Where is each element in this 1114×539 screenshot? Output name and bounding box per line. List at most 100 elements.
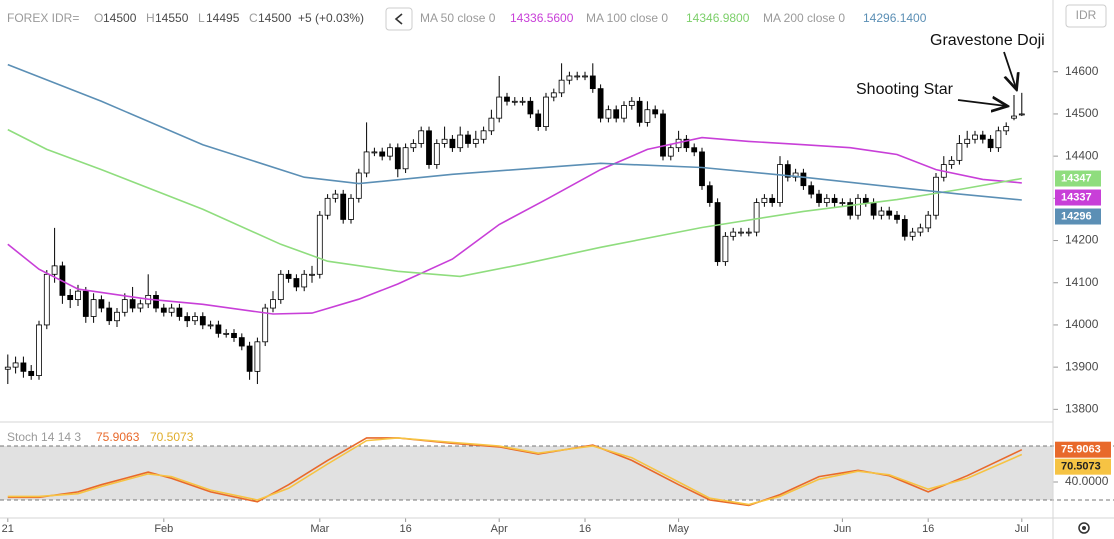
value-badge-label: 75.9063 (1061, 444, 1101, 456)
ma-legend: MA 200 close 0 (763, 11, 845, 25)
candle-body (699, 151, 705, 187)
annotation: Shooting Star (856, 81, 954, 98)
candle-body (340, 193, 347, 220)
candle-body (223, 332, 230, 335)
candle-body (1011, 115, 1017, 119)
candle-body (558, 79, 565, 94)
candle-body (519, 100, 526, 103)
candle-body (777, 164, 783, 203)
ma-legend-value: 14296.1400 (863, 11, 927, 25)
candle-body (878, 210, 885, 216)
candle-body (480, 130, 487, 140)
candle-body (332, 193, 339, 199)
candle-body (363, 151, 370, 174)
y-tick-label: 13900 (1065, 359, 1099, 373)
currency[interactable]: IDR (1076, 8, 1097, 22)
candle-body (730, 231, 737, 237)
candle-body (153, 294, 159, 309)
ma-legend: MA 50 close 0 (420, 11, 496, 25)
x-tick-label: 21 (2, 523, 14, 535)
candle-body (964, 138, 971, 144)
candle-body (371, 151, 378, 154)
candle-body (20, 362, 27, 372)
candle-body (114, 311, 120, 322)
candle-body (75, 290, 81, 301)
candle-body (262, 307, 269, 343)
candle-body (192, 316, 198, 322)
candle-body (90, 299, 97, 317)
gear-icon[interactable] (1078, 522, 1090, 534)
candle-body (441, 138, 448, 144)
candle-body (324, 197, 331, 216)
candle-body (901, 219, 908, 237)
candle-body (43, 273, 50, 326)
candle-body (613, 109, 620, 119)
candle-body (199, 316, 206, 326)
candle-body (293, 278, 300, 288)
candle-body (504, 96, 510, 102)
dropdown-box[interactable] (1065, 4, 1107, 28)
candle-body (402, 147, 409, 170)
candle-body (831, 197, 838, 203)
candle-body (394, 147, 401, 170)
change: +5 (+0.03%) (298, 11, 364, 25)
candle-body (457, 134, 464, 149)
candle-body (488, 117, 495, 132)
indicator-title: Stoch 14 14 3 (7, 430, 81, 444)
candle-body (433, 143, 440, 165)
candle-body (605, 109, 612, 119)
symbol: FOREX IDR= (7, 11, 79, 25)
candle-body (4, 366, 11, 370)
y-tick-label: 13800 (1065, 402, 1099, 416)
collapse-button[interactable] (385, 7, 413, 31)
candle-body (722, 235, 729, 263)
candle-body (855, 197, 861, 216)
candle-body (948, 159, 955, 165)
y-tick-label: 14200 (1065, 233, 1099, 247)
candle-body (917, 227, 924, 233)
y-tick-label: 14000 (1065, 317, 1099, 331)
price-badge-label: 14337 (1061, 191, 1092, 203)
candle-body (909, 231, 916, 237)
settings-button[interactable] (1078, 522, 1090, 534)
gear-hub[interactable] (1082, 526, 1086, 530)
candle-body (426, 130, 432, 165)
price-badge (1055, 208, 1101, 225)
candle-body (36, 324, 42, 376)
candle-body (246, 345, 253, 372)
candle-body (628, 100, 635, 106)
button-box[interactable] (385, 7, 413, 31)
candle-body (168, 307, 175, 313)
candle-body (129, 299, 136, 309)
candle-body (379, 151, 386, 157)
candle-body (550, 92, 557, 98)
candle-body (621, 105, 627, 119)
candle-body (238, 337, 245, 347)
candle-body (816, 193, 822, 203)
candle-body (894, 214, 900, 220)
candle-body (995, 130, 1002, 149)
candle-body (309, 273, 315, 276)
high-value: 14550 (155, 11, 189, 25)
candle-body (12, 362, 19, 368)
candle-body (979, 134, 986, 140)
candle-body (254, 341, 261, 372)
candle-body (566, 75, 573, 81)
annotation-arrow (957, 100, 1006, 106)
candle-body (410, 143, 417, 149)
candle-body (660, 113, 666, 157)
candle-body (839, 202, 846, 204)
moving-average (7, 128, 1022, 278)
currency-dropdown[interactable]: IDR (1065, 4, 1107, 28)
candle-body (465, 134, 471, 144)
x-tick-label: 16 (399, 523, 411, 535)
candle-body (160, 307, 167, 313)
chevron-icon[interactable] (394, 13, 403, 25)
candle-body (714, 202, 721, 263)
candle-body (582, 75, 588, 78)
candle-body (808, 185, 815, 195)
candle-body (1003, 126, 1010, 132)
candle-body (738, 231, 744, 234)
candle-body (667, 147, 674, 157)
